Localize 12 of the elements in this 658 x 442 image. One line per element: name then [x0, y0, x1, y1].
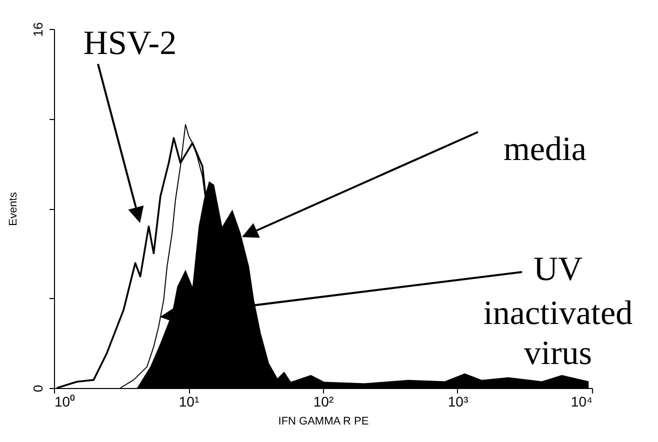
text: UV inactivated virus — [483, 251, 633, 372]
x-axis-title: IFN GAMMA R PE — [278, 416, 369, 428]
y-tick-label: 0 — [30, 384, 46, 392]
text: HSV-2 — [83, 25, 177, 62]
x-tick-label: 10² — [313, 394, 334, 410]
x-tick-label: 10¹ — [178, 394, 200, 410]
x-tick-label: 10³ — [448, 394, 468, 410]
x-tick-label: 10⁰ — [54, 394, 76, 410]
text: media — [503, 131, 587, 168]
y-axis-title: Events — [8, 192, 20, 226]
x-tick-label: 10⁴ — [570, 394, 592, 410]
y-tick-label: 16 — [30, 22, 46, 37]
